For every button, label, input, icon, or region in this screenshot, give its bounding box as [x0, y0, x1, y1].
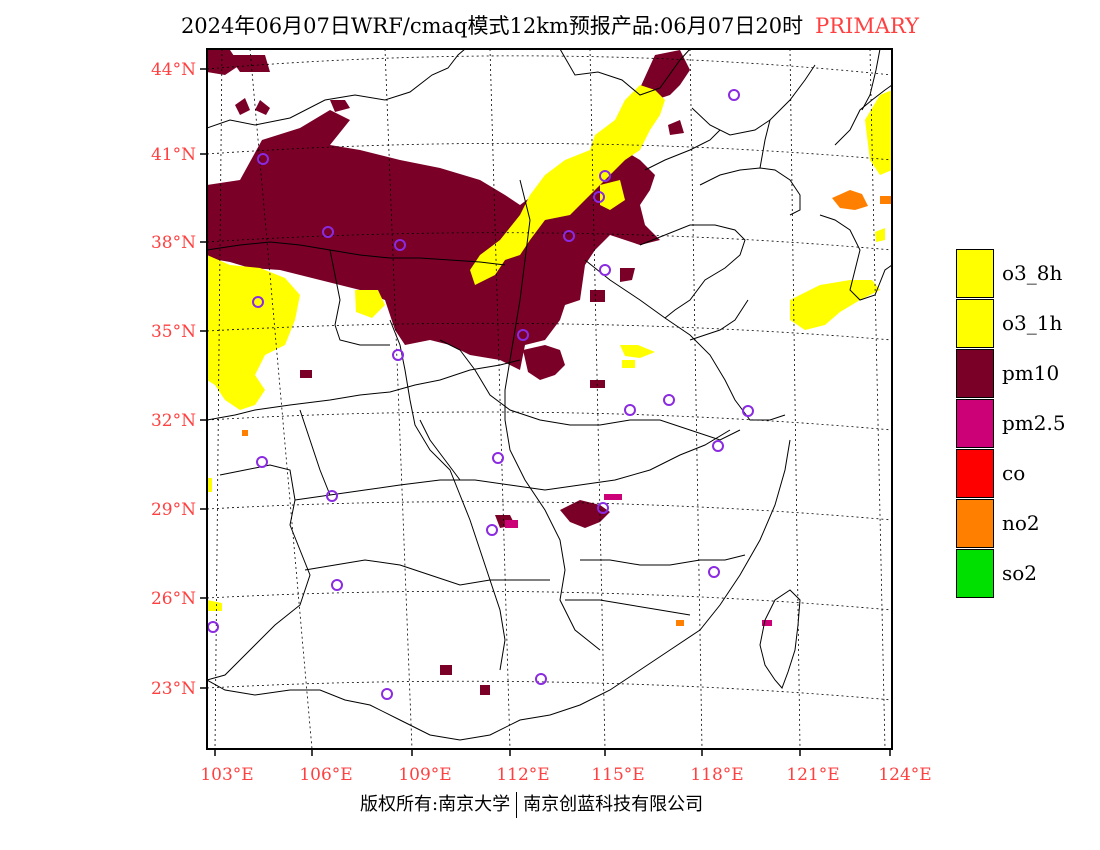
station-marker — [392, 349, 404, 361]
legend-swatch — [956, 349, 994, 398]
station-marker — [624, 404, 636, 416]
copyright-left: 版权所有:南京大学 — [360, 794, 511, 815]
lat-labels: 44°N 41°N 38°N 35°N 32°N 29°N 26°N 23°N — [151, 60, 196, 699]
lon-label: 109°E — [398, 765, 451, 785]
title-text: 2024年06月07日WRF/cmaq模式12km预报产品:06月07日20时 — [180, 14, 804, 38]
copyright-footer: 版权所有:南京大学 南京创蓝科技有限公司 — [360, 790, 703, 818]
lat-label: 29°N — [151, 500, 196, 520]
station-marker — [599, 170, 611, 182]
station-marker — [331, 579, 343, 591]
station-marker — [257, 153, 269, 165]
station-marker — [708, 566, 720, 578]
o3-region — [207, 85, 892, 611]
station-marker — [663, 394, 675, 406]
pm25-region — [505, 494, 772, 626]
lon-labels: 103°E 106°E 109°E 112°E 115°E 118°E 121°… — [200, 765, 931, 785]
station-marker — [322, 226, 334, 238]
tick-marks — [200, 68, 891, 756]
station-marker — [728, 89, 740, 101]
legend-label: o3_8h — [1002, 261, 1063, 285]
legend-swatch — [956, 499, 994, 548]
legend-label: co — [1002, 461, 1026, 485]
lon-label: 118°E — [690, 765, 743, 785]
no2-region — [242, 190, 892, 626]
station-marker — [599, 264, 611, 276]
station-marker — [252, 296, 264, 308]
legend-swatch — [956, 549, 994, 598]
footer-divider — [516, 792, 518, 818]
lon-label: 124°E — [878, 765, 931, 785]
lat-label: 35°N — [151, 322, 196, 342]
lat-label: 38°N — [151, 233, 196, 253]
station-marker — [492, 452, 504, 464]
lon-label: 103°E — [200, 765, 253, 785]
copyright-right: 南京创蓝科技有限公司 — [523, 794, 704, 815]
station-marker — [256, 456, 268, 468]
station-marker — [517, 329, 529, 341]
legend-label: so2 — [1002, 561, 1038, 585]
boundaries — [207, 49, 892, 741]
legend-label: o3_1h — [1002, 311, 1063, 335]
lon-label: 115°E — [591, 765, 644, 785]
map-area — [207, 49, 892, 749]
station-marker — [597, 502, 609, 514]
station-marker — [712, 440, 724, 452]
station-marker — [486, 524, 498, 536]
lat-label: 23°N — [151, 679, 196, 699]
legend-swatch — [956, 399, 994, 448]
map-title: 2024年06月07日WRF/cmaq模式12km预报产品:06月07日20时 P… — [0, 10, 1100, 42]
station-marker — [381, 688, 393, 700]
legend-swatch — [956, 299, 994, 348]
graticule — [207, 49, 892, 749]
station-marker — [394, 239, 406, 251]
lon-label: 112°E — [496, 765, 549, 785]
map-frame — [206, 48, 893, 750]
lat-label: 26°N — [151, 589, 196, 609]
lon-label: 121°E — [786, 765, 839, 785]
pm10-region — [207, 50, 690, 695]
lat-label: 32°N — [151, 411, 196, 431]
legend-swatch — [956, 449, 994, 498]
station-marker — [326, 490, 338, 502]
station-marker — [593, 191, 605, 203]
lon-label: 106°E — [299, 765, 352, 785]
legend-label: no2 — [1002, 511, 1040, 535]
station-marker — [535, 673, 547, 685]
station-marker — [742, 405, 754, 417]
station-markers — [207, 89, 754, 700]
primary-tag: PRIMARY — [815, 14, 920, 38]
legend-label: pm10 — [1002, 361, 1060, 385]
legend-swatch — [956, 249, 994, 298]
lat-label: 41°N — [151, 145, 196, 165]
lat-label: 44°N — [151, 60, 196, 80]
legend-label: pm2.5 — [1002, 411, 1066, 435]
station-marker — [563, 230, 575, 242]
